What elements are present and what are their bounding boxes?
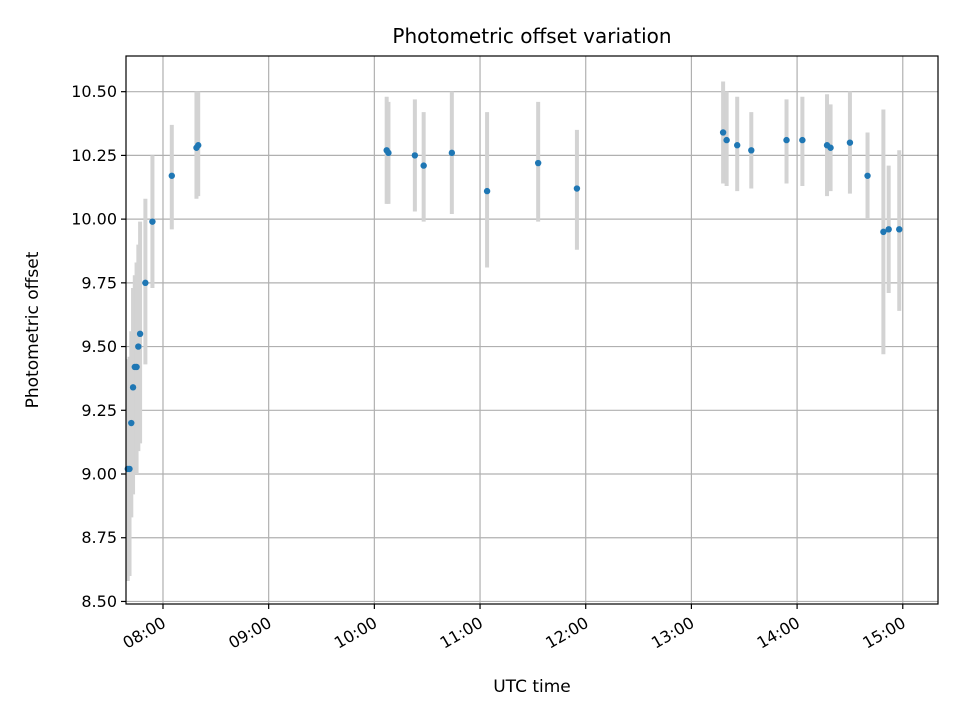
- data-point: [126, 465, 133, 473]
- data-point: [128, 419, 135, 427]
- data-point: [896, 226, 903, 233]
- data-point: [385, 149, 392, 157]
- data-point: [136, 330, 144, 338]
- data-point: [411, 152, 419, 159]
- y-tick-label: 9.00: [81, 465, 117, 484]
- plot-frame: [125, 55, 939, 605]
- y-tick-label: 10.00: [71, 210, 117, 229]
- y-tick-label: 10.50: [71, 82, 117, 101]
- y-tick-label: 9.25: [81, 401, 117, 420]
- grid: [126, 56, 938, 604]
- data-point: [133, 363, 140, 371]
- data-point: [483, 187, 491, 195]
- y-axis-ticks: 8.50 8.75 9.00 9.25 9.50 9.75 10.00 10.25 10.50: [71, 82, 126, 611]
- data-point: [573, 185, 581, 192]
- x-axis-title: UTC time: [493, 677, 571, 697]
- y-tick-label: 8.75: [81, 528, 117, 547]
- data-point: [534, 159, 542, 167]
- data-points: [124, 129, 903, 473]
- data-point: [748, 147, 755, 154]
- y-axis-title: Photometric offset: [23, 251, 43, 408]
- data-point: [719, 129, 727, 136]
- y-tick-label: 9.75: [81, 273, 117, 292]
- data-point: [734, 142, 741, 149]
- y-tick-label: 8.50: [81, 592, 117, 611]
- data-point: [149, 218, 156, 225]
- y-tick-label: 9.50: [81, 337, 117, 356]
- data-point: [723, 136, 730, 144]
- data-point: [827, 144, 834, 151]
- data-point: [448, 149, 456, 157]
- data-point: [195, 142, 202, 149]
- data-point: [142, 279, 149, 287]
- data-point: [885, 226, 892, 233]
- data-point: [846, 139, 854, 146]
- data-point: [799, 136, 806, 144]
- y-tick-label: 10.25: [71, 146, 117, 165]
- data-point: [864, 172, 871, 179]
- data-point: [129, 384, 137, 391]
- data-point: [880, 228, 887, 236]
- data-point: [135, 343, 142, 350]
- chart-title: Photometric offset variation: [392, 24, 671, 48]
- data-point: [420, 162, 427, 169]
- data-point: [168, 172, 175, 179]
- data-point: [783, 136, 790, 144]
